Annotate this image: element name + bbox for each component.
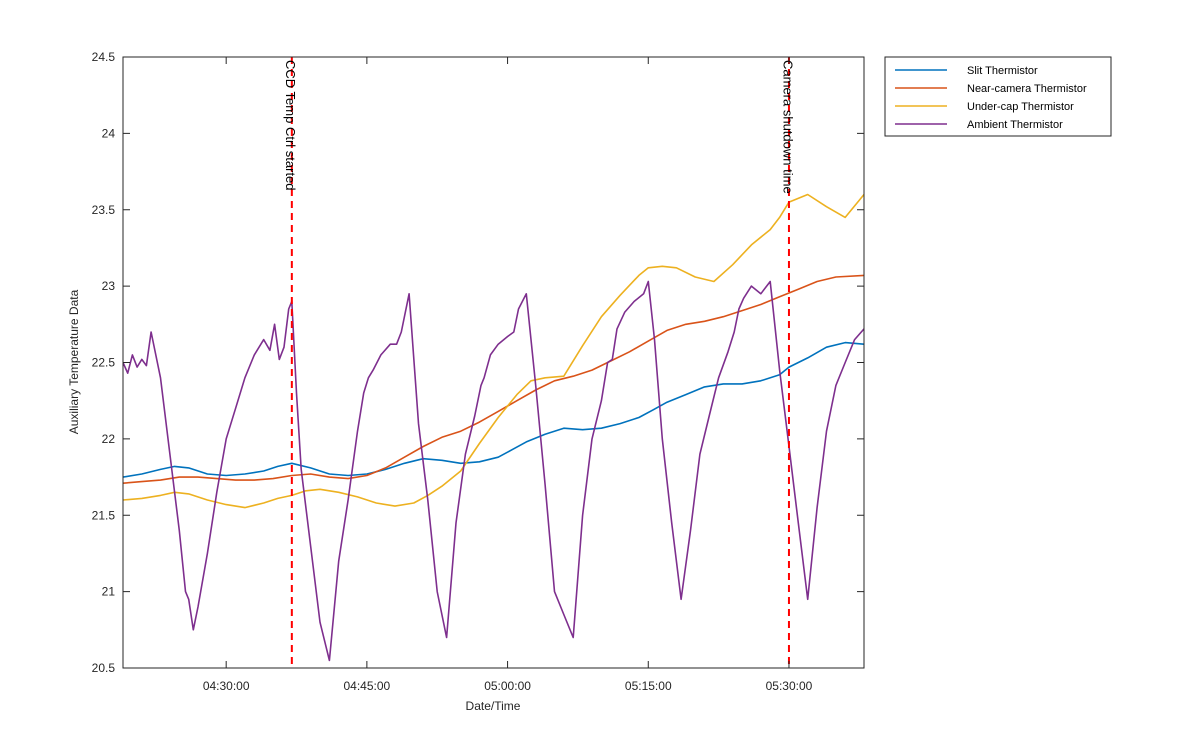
legend-label-2: Near-camera Thermistor — [967, 83, 1087, 95]
series-line-4 — [123, 280, 864, 662]
y-tick-label: 21 — [102, 585, 116, 599]
legend-label-1: Slit Thermistor — [967, 65, 1038, 77]
annotation-label-1: CCD Temp Ctrl started — [283, 60, 298, 191]
y-axis-title: Auxiliary Temperature Data — [67, 289, 81, 434]
x-tick-label: 05:00:00 — [484, 679, 531, 693]
x-tick-label: 04:45:00 — [344, 679, 391, 693]
legend: Slit Thermistor Near-camera Thermistor Und… — [884, 56, 1112, 137]
y-tick-label: 22.5 — [92, 356, 116, 370]
x-tick-label: 05:30:00 — [766, 679, 813, 693]
x-axis-title: Date/Time — [466, 699, 521, 713]
y-tick-label: 21.5 — [92, 508, 116, 522]
series-line-1 — [123, 341, 864, 478]
plot-content — [123, 57, 864, 668]
series-line-2 — [123, 274, 864, 484]
y-tick-label: 23.5 — [92, 203, 116, 217]
axes: CCD Temp Ctrl started Camera shutdown tim… — [92, 50, 865, 693]
series-line-3 — [123, 193, 864, 509]
x-tick-label: 05:15:00 — [625, 679, 672, 693]
legend-label-3: Under-cap Thermistor — [967, 101, 1074, 113]
annotation-label-2: Camera shutdown time — [780, 60, 795, 194]
y-tick-label: 24.5 — [92, 50, 116, 64]
legend-label-4: Ambient Thermistor — [967, 119, 1063, 131]
y-tick-label: 22 — [102, 432, 116, 446]
y-tick-label: 20.5 — [92, 661, 116, 675]
y-tick-label: 23 — [102, 279, 116, 293]
plot-frame — [122, 56, 865, 669]
y-tick-label: 24 — [102, 126, 116, 140]
x-tick-label: 04:30:00 — [203, 679, 250, 693]
